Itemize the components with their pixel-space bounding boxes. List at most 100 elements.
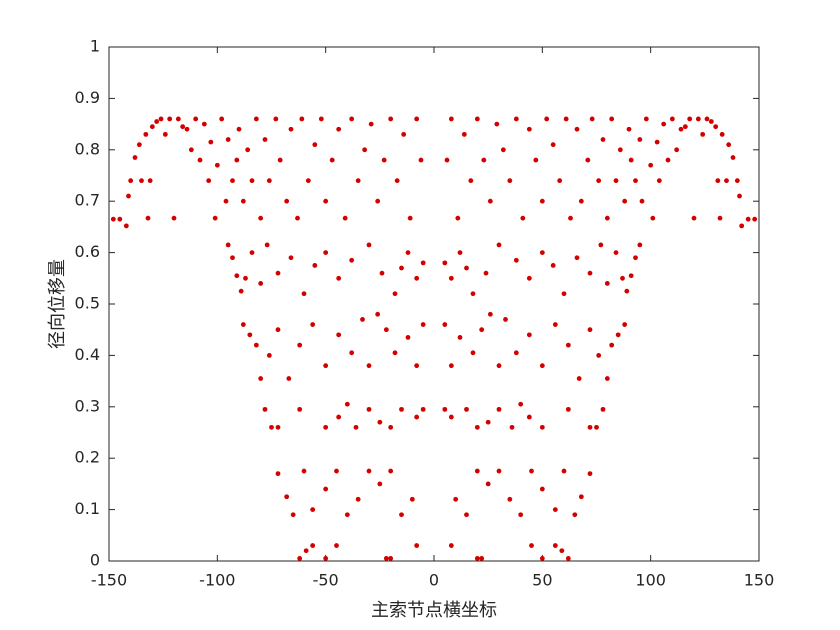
- point: [444, 157, 450, 163]
- point: [355, 178, 361, 184]
- point: [414, 363, 420, 369]
- point: [713, 124, 719, 130]
- point: [275, 471, 281, 477]
- point: [188, 147, 194, 153]
- point: [269, 424, 274, 430]
- point: [262, 137, 268, 142]
- point: [158, 116, 164, 122]
- point: [167, 116, 173, 122]
- point: [297, 556, 303, 561]
- point: [117, 216, 123, 222]
- point: [288, 255, 294, 261]
- point: [737, 193, 742, 199]
- point: [238, 288, 244, 294]
- point: [407, 215, 413, 221]
- point: [273, 116, 279, 122]
- point: [284, 198, 290, 204]
- point: [622, 198, 628, 204]
- point: [377, 481, 383, 487]
- point: [704, 116, 710, 122]
- point: [496, 468, 502, 474]
- point: [565, 342, 571, 348]
- point: [578, 494, 584, 500]
- point: [457, 335, 463, 340]
- point: [550, 263, 556, 268]
- point: [539, 424, 545, 430]
- point: [518, 512, 524, 518]
- point: [513, 257, 519, 263]
- point: [147, 178, 153, 184]
- point: [654, 139, 660, 145]
- point: [230, 255, 235, 261]
- point: [310, 322, 316, 327]
- point: [275, 270, 281, 276]
- point: [110, 216, 116, 222]
- point: [399, 512, 404, 518]
- point: [323, 486, 329, 492]
- point: [277, 157, 283, 163]
- point: [366, 406, 372, 412]
- point: [368, 121, 374, 127]
- point: [561, 468, 567, 474]
- point: [262, 406, 268, 412]
- point: [401, 131, 407, 137]
- point: [615, 332, 621, 338]
- point: [184, 126, 190, 132]
- point: [264, 242, 270, 248]
- point: [485, 481, 491, 487]
- point: [234, 273, 240, 279]
- point: [312, 263, 318, 268]
- point: [175, 116, 181, 122]
- point: [507, 496, 513, 502]
- point: [375, 311, 381, 317]
- point: [752, 216, 758, 222]
- point: [637, 242, 643, 248]
- point: [552, 507, 558, 512]
- point: [539, 556, 545, 561]
- point: [201, 121, 207, 127]
- point: [461, 131, 467, 137]
- point: [481, 157, 487, 163]
- point: [563, 116, 569, 122]
- point: [561, 291, 567, 297]
- point: [414, 275, 420, 281]
- point: [414, 116, 420, 122]
- y-tick-label: 0.4: [75, 345, 100, 364]
- point: [479, 556, 485, 561]
- point: [295, 215, 300, 221]
- point: [366, 468, 372, 474]
- point: [409, 496, 415, 502]
- point: [589, 116, 595, 122]
- point: [420, 322, 426, 327]
- point: [708, 119, 714, 124]
- point: [695, 116, 701, 122]
- point: [557, 178, 563, 184]
- point: [656, 178, 662, 184]
- point: [225, 137, 231, 142]
- point: [219, 116, 225, 122]
- point: [349, 257, 355, 263]
- point: [576, 376, 582, 381]
- point: [455, 215, 461, 221]
- point: [604, 281, 610, 286]
- point: [123, 223, 129, 229]
- point: [457, 250, 463, 256]
- point: [620, 275, 625, 281]
- point: [132, 155, 138, 160]
- point: [596, 178, 602, 184]
- point: [565, 556, 571, 561]
- point: [574, 126, 580, 132]
- point: [520, 215, 526, 221]
- point: [479, 327, 485, 333]
- point: [258, 281, 264, 286]
- point: [470, 291, 476, 297]
- point: [275, 424, 281, 430]
- point: [594, 424, 599, 430]
- point: [355, 496, 361, 502]
- point: [568, 215, 573, 221]
- point: [266, 178, 272, 184]
- point: [366, 242, 372, 248]
- x-tick-label: 0: [429, 571, 439, 590]
- y-tick-label: 0.1: [75, 499, 100, 518]
- point: [572, 512, 578, 518]
